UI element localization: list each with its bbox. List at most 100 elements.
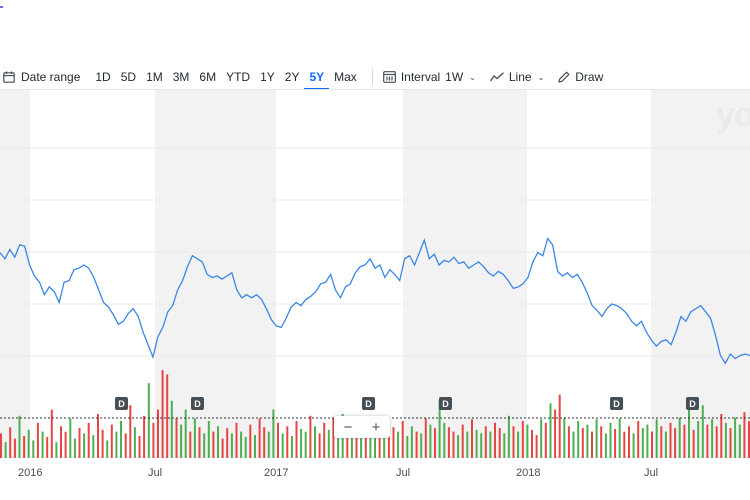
x-tick-label: 2018 <box>516 467 541 479</box>
volume-bar <box>207 421 210 458</box>
volume-bar <box>457 435 460 458</box>
volume-bar <box>567 426 570 458</box>
volume-bar <box>9 427 12 458</box>
range-button-ytd[interactable]: YTD <box>226 70 251 84</box>
dividend-marker[interactable]: D <box>362 397 375 410</box>
volume-bar <box>115 431 118 458</box>
range-button-3m[interactable]: 3M <box>172 70 190 84</box>
volume-bar <box>664 431 667 458</box>
dividend-marker[interactable]: D <box>686 397 699 410</box>
volume-bar <box>323 422 326 458</box>
volume-bar <box>4 442 7 458</box>
volume-bar <box>350 433 353 458</box>
chart-toolbar: Date range 1D 5D 1M 3M 6M YTD 1Y 2Y 5Y Max Interv… <box>0 64 750 90</box>
volume-bar <box>337 435 340 458</box>
volume-bar <box>521 421 524 458</box>
volume-bar <box>697 421 700 458</box>
volume-bar <box>494 422 496 458</box>
dividend-marker[interactable]: D <box>610 397 623 410</box>
volume-bar <box>526 424 529 458</box>
volume-bar <box>0 433 2 458</box>
volume-bar <box>360 431 363 458</box>
volume-bar <box>475 429 478 458</box>
volume-bar <box>374 433 376 458</box>
dividend-marker[interactable]: D <box>439 397 452 410</box>
volume-bar <box>249 424 252 458</box>
volume-bar <box>401 421 404 458</box>
accent-mark <box>0 6 3 8</box>
volume-bar <box>110 424 113 458</box>
period-band <box>155 90 276 458</box>
volume-bar <box>230 433 233 458</box>
pencil-icon <box>558 71 570 83</box>
volume-bar <box>166 374 169 458</box>
volume-bar <box>558 394 561 458</box>
date-range-button[interactable]: Date range <box>3 70 80 84</box>
volume-bar <box>503 433 506 458</box>
period-band <box>651 90 750 458</box>
range-button-max[interactable]: Max <box>334 70 357 84</box>
volume-bar <box>632 433 635 458</box>
volume-bar <box>563 418 566 458</box>
candlestick-icon <box>382 71 396 83</box>
volume-bar <box>184 409 187 458</box>
range-button-6m[interactable]: 6M <box>199 70 217 84</box>
chart-type-label: Line <box>508 70 532 84</box>
line-chart-icon <box>489 72 504 82</box>
price-chart[interactable] <box>0 90 750 458</box>
volume-bar <box>595 419 598 458</box>
volume-bar <box>452 431 455 458</box>
range-button-2y[interactable]: 2Y <box>284 70 300 84</box>
range-button-5d[interactable]: 5D <box>120 70 137 84</box>
draw-label: Draw <box>575 70 604 84</box>
volume-bar <box>535 435 538 458</box>
volume-bar <box>175 418 178 458</box>
volume-bar <box>387 435 390 458</box>
chart-type-dropdown[interactable]: Line ⌄ <box>489 70 544 84</box>
dividend-marker[interactable]: D <box>191 397 204 410</box>
volume-bar <box>258 418 261 458</box>
interval-label: Interval <box>400 70 441 84</box>
volume-bar <box>572 431 575 458</box>
volume-bar <box>46 436 49 458</box>
volume-bar <box>706 424 709 458</box>
volume-bar <box>240 431 243 458</box>
volume-bar <box>540 419 543 458</box>
volume-bar <box>300 429 303 458</box>
volume-bar <box>720 414 723 458</box>
volume-bar <box>203 433 206 458</box>
zoom-in-button[interactable]: + <box>371 418 381 436</box>
volume-bar <box>651 431 653 458</box>
volume-bar <box>221 438 224 458</box>
volume-bar <box>55 442 58 458</box>
volume-bar <box>332 418 335 458</box>
volume-bar <box>170 400 173 458</box>
volume-bar <box>734 417 737 458</box>
volume-bar <box>217 426 219 458</box>
volume-bar <box>60 426 62 458</box>
draw-button[interactable]: Draw <box>558 70 603 84</box>
range-button-1d[interactable]: 1D <box>95 70 111 84</box>
range-button-5y[interactable]: 5Y <box>304 70 330 90</box>
volume-bar <box>97 414 99 458</box>
volume-bar <box>660 426 663 458</box>
volume-bar <box>406 436 409 458</box>
watermark-logo: yo <box>716 96 750 134</box>
interval-dropdown[interactable]: Interval 1W ⌄ <box>382 70 476 84</box>
volume-bar <box>623 431 626 458</box>
volume-bar <box>290 436 293 458</box>
volume-bar <box>193 418 196 458</box>
range-button-1y[interactable]: 1Y <box>260 70 275 84</box>
volume-bar <box>378 422 381 458</box>
volume-bar <box>554 409 557 458</box>
volume-bar <box>36 422 39 458</box>
volume-bar <box>152 422 155 458</box>
zoom-out-button[interactable]: − <box>343 418 353 436</box>
volume-bar <box>32 440 35 458</box>
range-button-1m[interactable]: 1M <box>146 70 163 84</box>
price-line <box>0 237 750 365</box>
volume-bar <box>277 422 279 458</box>
dividend-marker[interactable]: D <box>115 397 128 410</box>
volume-bar <box>318 433 321 458</box>
volume-bar <box>267 431 270 458</box>
